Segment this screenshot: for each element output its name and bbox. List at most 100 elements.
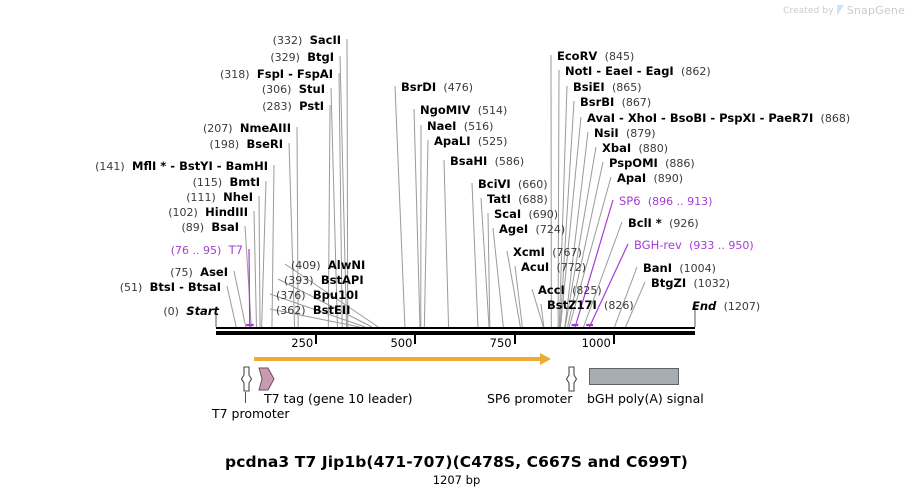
- feature-label-t7-promoter: T7 promoter: [212, 406, 290, 421]
- enzyme-label-bsahi[interactable]: BsaHI (586): [450, 155, 524, 169]
- ruler-tick-mark-500: [414, 335, 417, 344]
- enzyme-name: AcuI: [521, 260, 550, 274]
- enzyme-label-bseri[interactable]: (198) BseRI: [210, 138, 283, 152]
- enzyme-label-alwni[interactable]: (409) AlwNI: [291, 259, 365, 273]
- enzyme-label-asei[interactable]: (75) AseI: [170, 265, 228, 280]
- enzyme-label-t7[interactable]: (76 .. 95) T7: [171, 244, 243, 258]
- enzyme-label-noti[interactable]: NotI - EaeI - EagI (862): [565, 64, 711, 79]
- enzyme-name: BstEII: [312, 303, 351, 317]
- enzyme-label-psti[interactable]: (283) PstI: [262, 99, 324, 114]
- enzyme-label-bsrdi[interactable]: BsrDI (476): [401, 81, 474, 95]
- enzyme-label-acci[interactable]: AccI (825): [538, 283, 602, 298]
- enzyme-label-xbai[interactable]: XbaI (880): [602, 142, 668, 156]
- enzyme-label-apai[interactable]: ApaI (890): [617, 172, 683, 186]
- enzyme-name: NmeAIII: [239, 121, 291, 135]
- enzyme-label-scai[interactable]: ScaI (690): [494, 208, 558, 222]
- enzyme-label-stui[interactable]: (306) StuI: [261, 83, 325, 97]
- enzyme-label-bmti[interactable]: (115) BmtI: [193, 175, 260, 190]
- enzyme-label-bstapi[interactable]: (393) BstAPI: [284, 274, 364, 288]
- enzyme-label-tati[interactable]: TatI (688): [487, 192, 548, 207]
- enzyme-label-bcli[interactable]: BclI * (926): [628, 217, 699, 231]
- enzyme-position: (75): [170, 266, 193, 279]
- enzyme-name: XhoI: [627, 111, 658, 125]
- enzyme-label-bstz17i[interactable]: BstZ17I (826): [547, 299, 634, 313]
- enzyme-label-btgzi[interactable]: BtgZI (1032): [651, 277, 730, 291]
- enzyme-label-bsiei[interactable]: BsiEI (865): [573, 81, 642, 95]
- ruler-tick-label-750: 750: [489, 336, 512, 350]
- enzyme-label-acui[interactable]: AcuI (772): [521, 260, 587, 275]
- leader-line-agei: [492, 227, 504, 328]
- promoter-arrow-shape: [241, 366, 253, 392]
- enzyme-label-start[interactable]: (0) Start: [163, 304, 219, 319]
- enzyme-label-nmeaiii[interactable]: (207) NmeAIII: [203, 121, 291, 136]
- ruler-tick-label-1000: 1000: [581, 336, 611, 350]
- leader-line-scai: [487, 212, 491, 328]
- leader-line-tati: [480, 197, 490, 328]
- enzyme-label-ecorv[interactable]: EcoRV (845): [557, 50, 634, 64]
- feature-glyph-bgh-polya[interactable]: [589, 368, 679, 385]
- enzyme-label-bani[interactable]: BanI (1004): [643, 261, 716, 276]
- enzyme-name-separator: -: [755, 111, 769, 125]
- enzyme-name: BmtI: [229, 175, 260, 189]
- enzyme-name: NheI: [223, 190, 253, 204]
- enzyme-position: (376): [276, 289, 306, 302]
- enzyme-label-bghrev[interactable]: BGH-rev (933 .. 950): [634, 239, 754, 253]
- leader-line-asei: [233, 270, 247, 328]
- enzyme-name: AccI: [538, 283, 565, 297]
- enzyme-name: BsoBI: [669, 111, 707, 125]
- leader-line-stui: [330, 87, 338, 328]
- enzyme-label-btsi[interactable]: (51) BtsI - BtsaI: [120, 281, 221, 295]
- enzyme-label-agei[interactable]: AgeI (724): [499, 223, 565, 237]
- enzyme-name: TatI: [487, 192, 511, 206]
- enzyme-name: PstI: [299, 99, 324, 113]
- leader-line-btgi: [339, 55, 348, 328]
- enzyme-position: (896 .. 913): [647, 195, 713, 208]
- feature-glyph-t7-tag[interactable]: [258, 365, 280, 395]
- leader-line-bpu10i: [269, 293, 366, 328]
- enzyme-label-apali[interactable]: ApaLI (525): [434, 135, 507, 149]
- enzyme-label-bsrbi[interactable]: BsrBI (867): [580, 96, 651, 110]
- enzyme-label-ngomiv[interactable]: NgoMIV (514): [420, 104, 507, 118]
- plasmid-length: 1207 bp: [432, 473, 481, 487]
- enzyme-name: PspOMI: [609, 156, 658, 170]
- leader-line-acci: [531, 288, 544, 328]
- enzyme-name: Start: [186, 304, 219, 318]
- enzyme-label-pspomi[interactable]: PspOMI (886): [609, 156, 695, 171]
- enzyme-label-bcivi[interactable]: BciVI (660): [478, 178, 548, 192]
- leader-line-t7: [248, 248, 251, 328]
- leader-line-nmeaiii: [296, 126, 299, 328]
- leader-line-xbai: [564, 146, 597, 328]
- enzyme-label-bsai[interactable]: (89) BsaI: [181, 221, 239, 235]
- enzyme-name: EaeI: [605, 64, 633, 78]
- enzyme-position: (772): [556, 261, 587, 274]
- enzyme-label-nsii[interactable]: NsiI (879): [594, 127, 656, 141]
- enzyme-label-xcmi[interactable]: XcmI (767): [513, 246, 582, 260]
- enzyme-label-nhei[interactable]: (111) NheI: [186, 190, 253, 205]
- enzyme-label-btgi[interactable]: (329) BtgI: [270, 51, 334, 65]
- enzyme-label-bsteii[interactable]: (362) BstEII: [276, 303, 351, 318]
- leader-line-sp6: [574, 199, 614, 328]
- enzyme-label-avai[interactable]: AvaI - XhoI - BsoBI - PspXI - PaeR7I (86…: [587, 111, 850, 126]
- enzyme-label-bpu10i[interactable]: (376) Bpu10I: [276, 289, 358, 303]
- enzyme-position: (306): [261, 83, 292, 96]
- leader-line-bmti: [261, 180, 267, 328]
- enzyme-position: (476): [443, 81, 474, 94]
- leader-line-xcmi: [506, 250, 521, 328]
- enzyme-label-hindiii[interactable]: (102) HindIII: [168, 206, 248, 220]
- ruler-tick-mark-1000: [612, 335, 615, 344]
- enzyme-name: AseI: [200, 265, 228, 279]
- enzyme-label-sp6[interactable]: SP6 (896 .. 913): [619, 195, 713, 209]
- enzyme-label-naei[interactable]: NaeI (516): [427, 120, 493, 134]
- enzyme-label-fspi[interactable]: (318) FspI - FspAI: [220, 68, 333, 82]
- feature-glyph-t7-promoter[interactable]: [241, 365, 255, 395]
- snapgene-flag-icon: [836, 5, 844, 16]
- leader-line-fspi: [338, 72, 343, 328]
- leader-line-hindiii: [253, 210, 257, 328]
- feature-glyph-sp6-promoter[interactable]: [566, 365, 580, 395]
- enzyme-name: BanI: [643, 261, 672, 275]
- plasmid-backbone-bar: [216, 331, 695, 335]
- enzyme-label-end[interactable]: End (1207): [692, 300, 760, 314]
- enzyme-label-sacii[interactable]: (332) SacII: [273, 34, 341, 48]
- enzyme-position: (102): [168, 206, 198, 219]
- enzyme-label-mfli[interactable]: (141) MflI * - BstYI - BamHI: [95, 160, 268, 174]
